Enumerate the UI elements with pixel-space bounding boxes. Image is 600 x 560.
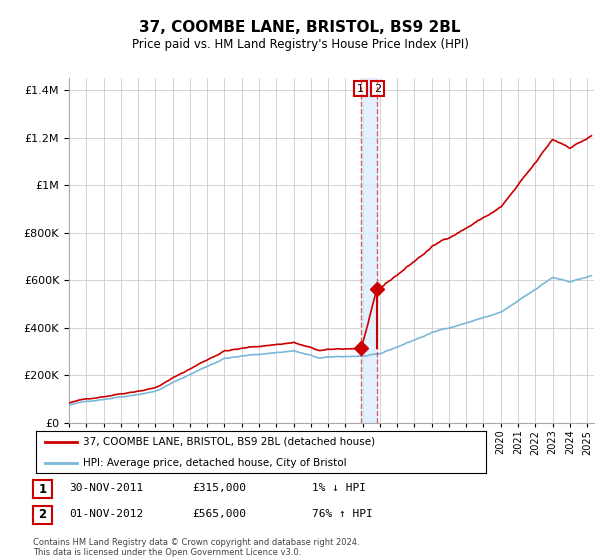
Text: £565,000: £565,000 [192,509,246,519]
Text: 1: 1 [38,483,47,496]
Bar [361,78,377,423]
Text: 37, COOMBE LANE, BRISTOL, BS9 2BL (detached house): 37, COOMBE LANE, BRISTOL, BS9 2BL (detac… [83,437,376,447]
Text: HPI: Average price, detached house, City of Bristol: HPI: Average price, detached house, City… [83,458,347,468]
Text: 01-NOV-2012: 01-NOV-2012 [69,509,143,519]
Text: Contains HM Land Registry data © Crown copyright and database right 2024.
This d: Contains HM Land Registry data © Crown c… [33,538,359,557]
Text: £315,000: £315,000 [192,483,246,493]
Text: 2: 2 [374,83,381,94]
Text: 2: 2 [38,508,47,521]
Text: 76% ↑ HPI: 76% ↑ HPI [312,509,373,519]
Text: 1: 1 [357,83,364,94]
Text: 37, COOMBE LANE, BRISTOL, BS9 2BL: 37, COOMBE LANE, BRISTOL, BS9 2BL [139,20,461,35]
Text: Price paid vs. HM Land Registry's House Price Index (HPI): Price paid vs. HM Land Registry's House … [131,38,469,51]
Text: 1% ↓ HPI: 1% ↓ HPI [312,483,366,493]
Text: 30-NOV-2011: 30-NOV-2011 [69,483,143,493]
